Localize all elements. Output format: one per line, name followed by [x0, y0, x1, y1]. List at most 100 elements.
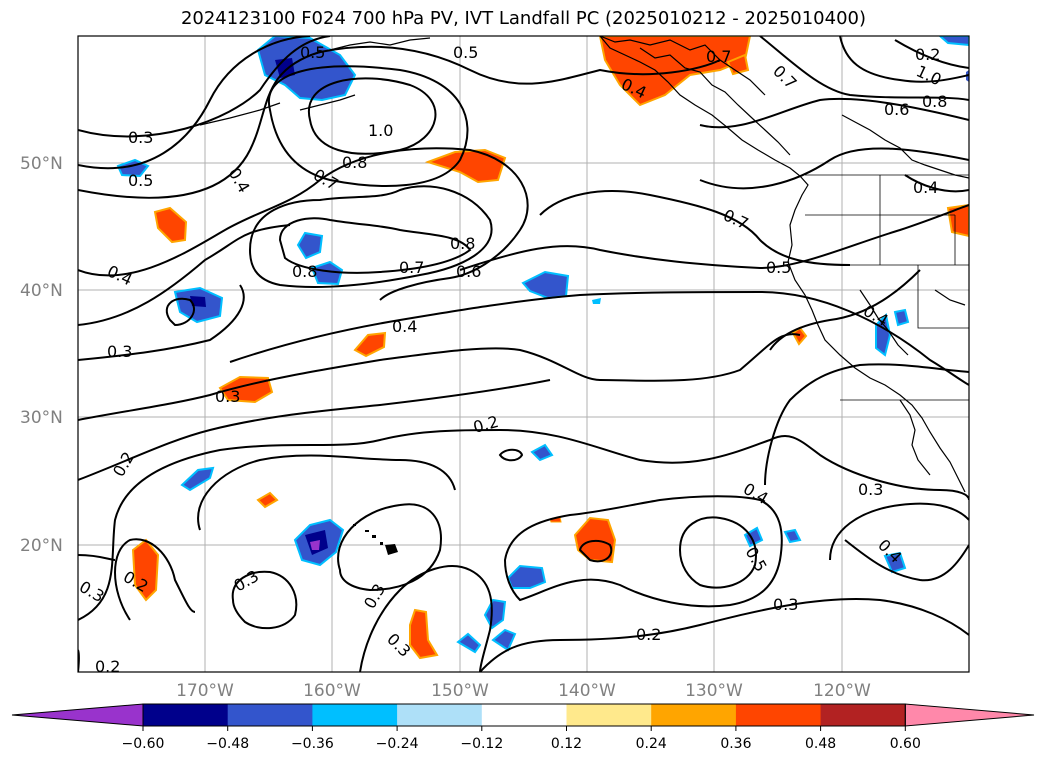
contour-line [844, 539, 969, 582]
lat-label: 20°N [20, 536, 63, 556]
contour-label: 0.4 [913, 178, 938, 197]
gridlines [78, 36, 969, 672]
contour-line [78, 333, 801, 421]
shade-blob [310, 260, 344, 286]
shade-blob [180, 466, 215, 492]
contour-line [197, 454, 456, 531]
contour-label: 0.3 [215, 387, 240, 406]
coastlines [199, 36, 969, 493]
contour-line [78, 45, 721, 199]
colorbar-tick-label: −0.12 [460, 736, 503, 752]
contour-label: 0.8 [342, 153, 367, 172]
contour-line [307, 77, 437, 155]
contour-line [114, 538, 196, 621]
contour-label: 0.5 [300, 43, 325, 62]
contour-line [231, 570, 298, 630]
shade-blob [946, 203, 969, 238]
contour-label: 0.3 [128, 128, 153, 147]
shade-blob [530, 443, 554, 462]
lon-label: 130°W [685, 681, 743, 701]
contour-line [78, 284, 245, 361]
contour-label: 0.3 [858, 480, 883, 499]
state-borders [805, 174, 969, 401]
contour-line [678, 516, 757, 589]
colorbar-tick-label: 0.12 [551, 736, 582, 752]
contour-line [229, 290, 969, 386]
contour-line [248, 185, 493, 288]
contour-label: 0.4 [392, 317, 417, 336]
colorbar-segment [820, 704, 906, 726]
contour-label: 0.8 [922, 92, 947, 111]
contour-label: 0.5 [128, 171, 153, 190]
shade-blob [353, 331, 387, 358]
map-frame [77, 35, 970, 673]
colorbar-extend-low [11, 703, 144, 727]
colorbar-segment [481, 704, 567, 726]
lat-label: 30°N [20, 408, 63, 428]
shade-blob [296, 231, 324, 260]
contour-label: 0.3 [773, 595, 798, 614]
contour-label: 0.6 [456, 262, 481, 281]
contour-line [78, 224, 291, 326]
contour-label: 0.8 [450, 234, 475, 253]
lon-label: 160°W [303, 681, 361, 701]
contour-label: 0.2 [95, 657, 120, 676]
contour-line [769, 269, 921, 351]
contour-line [759, 36, 969, 101]
contour-label: 0.8 [292, 262, 317, 281]
contour-label: 0.5 [453, 43, 478, 62]
lon-label: 170°W [176, 681, 234, 701]
shade-blob [783, 528, 802, 544]
colorbar: −0.60 −0.48 −0.36 −0.24 −0.12 0.12 0.24 0.36 0.4… [11, 703, 1035, 752]
contour-label: 0.2 [636, 625, 661, 644]
contour-line [479, 598, 969, 672]
contour-line [165, 297, 195, 327]
colorbar-segment [397, 704, 483, 726]
contour-line [764, 363, 969, 486]
contour-label: 0.7 [706, 47, 731, 66]
contour-line [699, 147, 969, 190]
lon-labels: 170°W 160°W 150°W 140°W 130°W 120°W [176, 681, 871, 701]
colorbar-segment [227, 704, 313, 726]
lon-label: 120°W [813, 681, 871, 701]
contour-line [278, 217, 472, 274]
contour-line [78, 36, 311, 170]
shade-blob [153, 206, 188, 244]
contour-line [78, 428, 969, 621]
contour-label: 0.6 [884, 100, 909, 119]
shade-blob [491, 628, 517, 652]
contour-line [337, 503, 442, 592]
colorbar-outline [142, 703, 906, 727]
colorbar-extend-high [904, 703, 1035, 727]
shade-blob [893, 308, 910, 327]
contour-line [503, 495, 783, 608]
contour-line [267, 65, 469, 187]
shade-blob [743, 526, 764, 548]
map-area: 0.5 0.5 0.7 1.0 0.4 0.7 0.8 0.3 0.5 0.4 … [78, 36, 969, 676]
contour-line [78, 379, 551, 481]
colorbar-segment [312, 704, 398, 726]
lat-label: 40°N [20, 281, 63, 301]
contour-line [78, 554, 116, 561]
contour-label: 0.7 [399, 258, 424, 277]
contour-line [78, 147, 529, 301]
contour-line [839, 36, 969, 83]
contour-line [359, 565, 493, 672]
colorbar-segment [735, 704, 822, 726]
contour-line [498, 448, 524, 462]
colorbar-tick-label: −0.48 [206, 736, 249, 752]
colorbar-segment [566, 704, 652, 726]
colorbar-tick-label: 0.36 [720, 736, 751, 752]
shade-blob [456, 632, 482, 654]
colorbar-tick-label: 0.24 [636, 736, 667, 752]
shade-blob [310, 540, 320, 550]
pv-contours [78, 36, 969, 672]
shade-blob [409, 608, 439, 660]
shade-blob [938, 36, 969, 47]
contour-label: 1.0 [368, 121, 393, 140]
lat-labels: 50°N 40°N 30°N 20°N [20, 154, 63, 556]
shade-blob [424, 148, 507, 184]
contour-line [459, 204, 969, 271]
contour-line [78, 36, 331, 138]
shade-blob [256, 491, 279, 509]
